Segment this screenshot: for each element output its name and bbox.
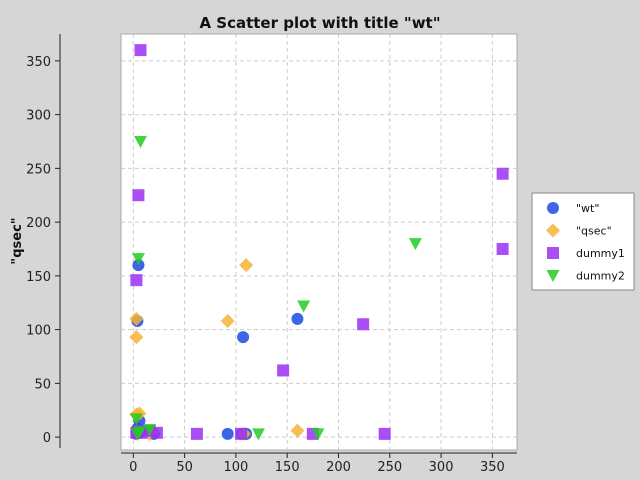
dummy2-point (129, 413, 143, 426)
axis-ticks: 0 50 100 150 200 250 300 350 0 50 100 150 200 250 300 3… (26, 55, 505, 475)
dummy2-point (251, 428, 265, 441)
qsec-point (220, 314, 235, 329)
dummy1-point (190, 427, 203, 440)
plot-area (120, 33, 518, 451)
qsec-point (129, 311, 144, 326)
qsec-point (239, 258, 254, 273)
dummy2-point (143, 424, 157, 437)
dummy2-point (297, 300, 311, 313)
dummy2-legend-marker (546, 270, 560, 282)
dummy1-point (130, 274, 143, 287)
dummy1-legend-marker (547, 247, 559, 259)
qsec-legend-label: "qsec" (576, 225, 612, 238)
dummy2-point (311, 428, 325, 441)
x-tick-label: 200 (326, 460, 351, 475)
wt-legend-marker (547, 202, 559, 214)
dummy1-point (378, 427, 391, 440)
y-tick-label: 350 (26, 55, 51, 70)
x-tick-label: 350 (480, 460, 505, 475)
dummy1-point (134, 44, 147, 57)
x-tick-label: 250 (377, 460, 402, 475)
wt-point (291, 312, 304, 325)
dummy2-legend-label: dummy2 (576, 270, 625, 283)
qsec-point (129, 330, 144, 345)
y-tick-label: 100 (26, 324, 51, 339)
data-points (129, 44, 509, 441)
x-tick-label: 0 (129, 460, 137, 475)
dummy2-point (133, 135, 147, 148)
y-tick-label: 250 (26, 162, 51, 177)
y-tick-label: 200 (26, 216, 51, 231)
qsec-point (290, 423, 305, 438)
y-tick-label: 0 (43, 431, 51, 446)
chart-title: A Scatter plot with title "wt" (199, 14, 440, 32)
x-tick-label: 100 (223, 460, 248, 475)
x-tick-label: 300 (429, 460, 454, 475)
wt-point (221, 427, 234, 440)
dummy1-point (496, 242, 509, 255)
x-tick-label: 50 (176, 460, 193, 475)
dummy2-point (131, 253, 145, 266)
y-tick-label: 300 (26, 109, 51, 124)
dummy1-point (235, 427, 248, 440)
dummy1-point (132, 189, 145, 202)
wt-legend-label: "wt" (576, 202, 599, 215)
dummy1-point (357, 318, 370, 331)
legend: "wt" "qsec" dummy1 dummy2 (531, 192, 635, 291)
x-tick-label: 150 (275, 460, 300, 475)
y-tick-label: 150 (26, 270, 51, 285)
wt-point (237, 331, 250, 344)
dummy1-legend-label: dummy1 (576, 247, 625, 260)
qsec-legend-marker (546, 223, 560, 238)
dummy1-point (496, 167, 509, 180)
dummy2-point (132, 426, 146, 439)
dummy2-point (408, 238, 422, 251)
dummy1-point (277, 364, 290, 377)
y-axis-label: "qsec" (10, 217, 25, 264)
y-tick-label: 50 (34, 377, 51, 392)
